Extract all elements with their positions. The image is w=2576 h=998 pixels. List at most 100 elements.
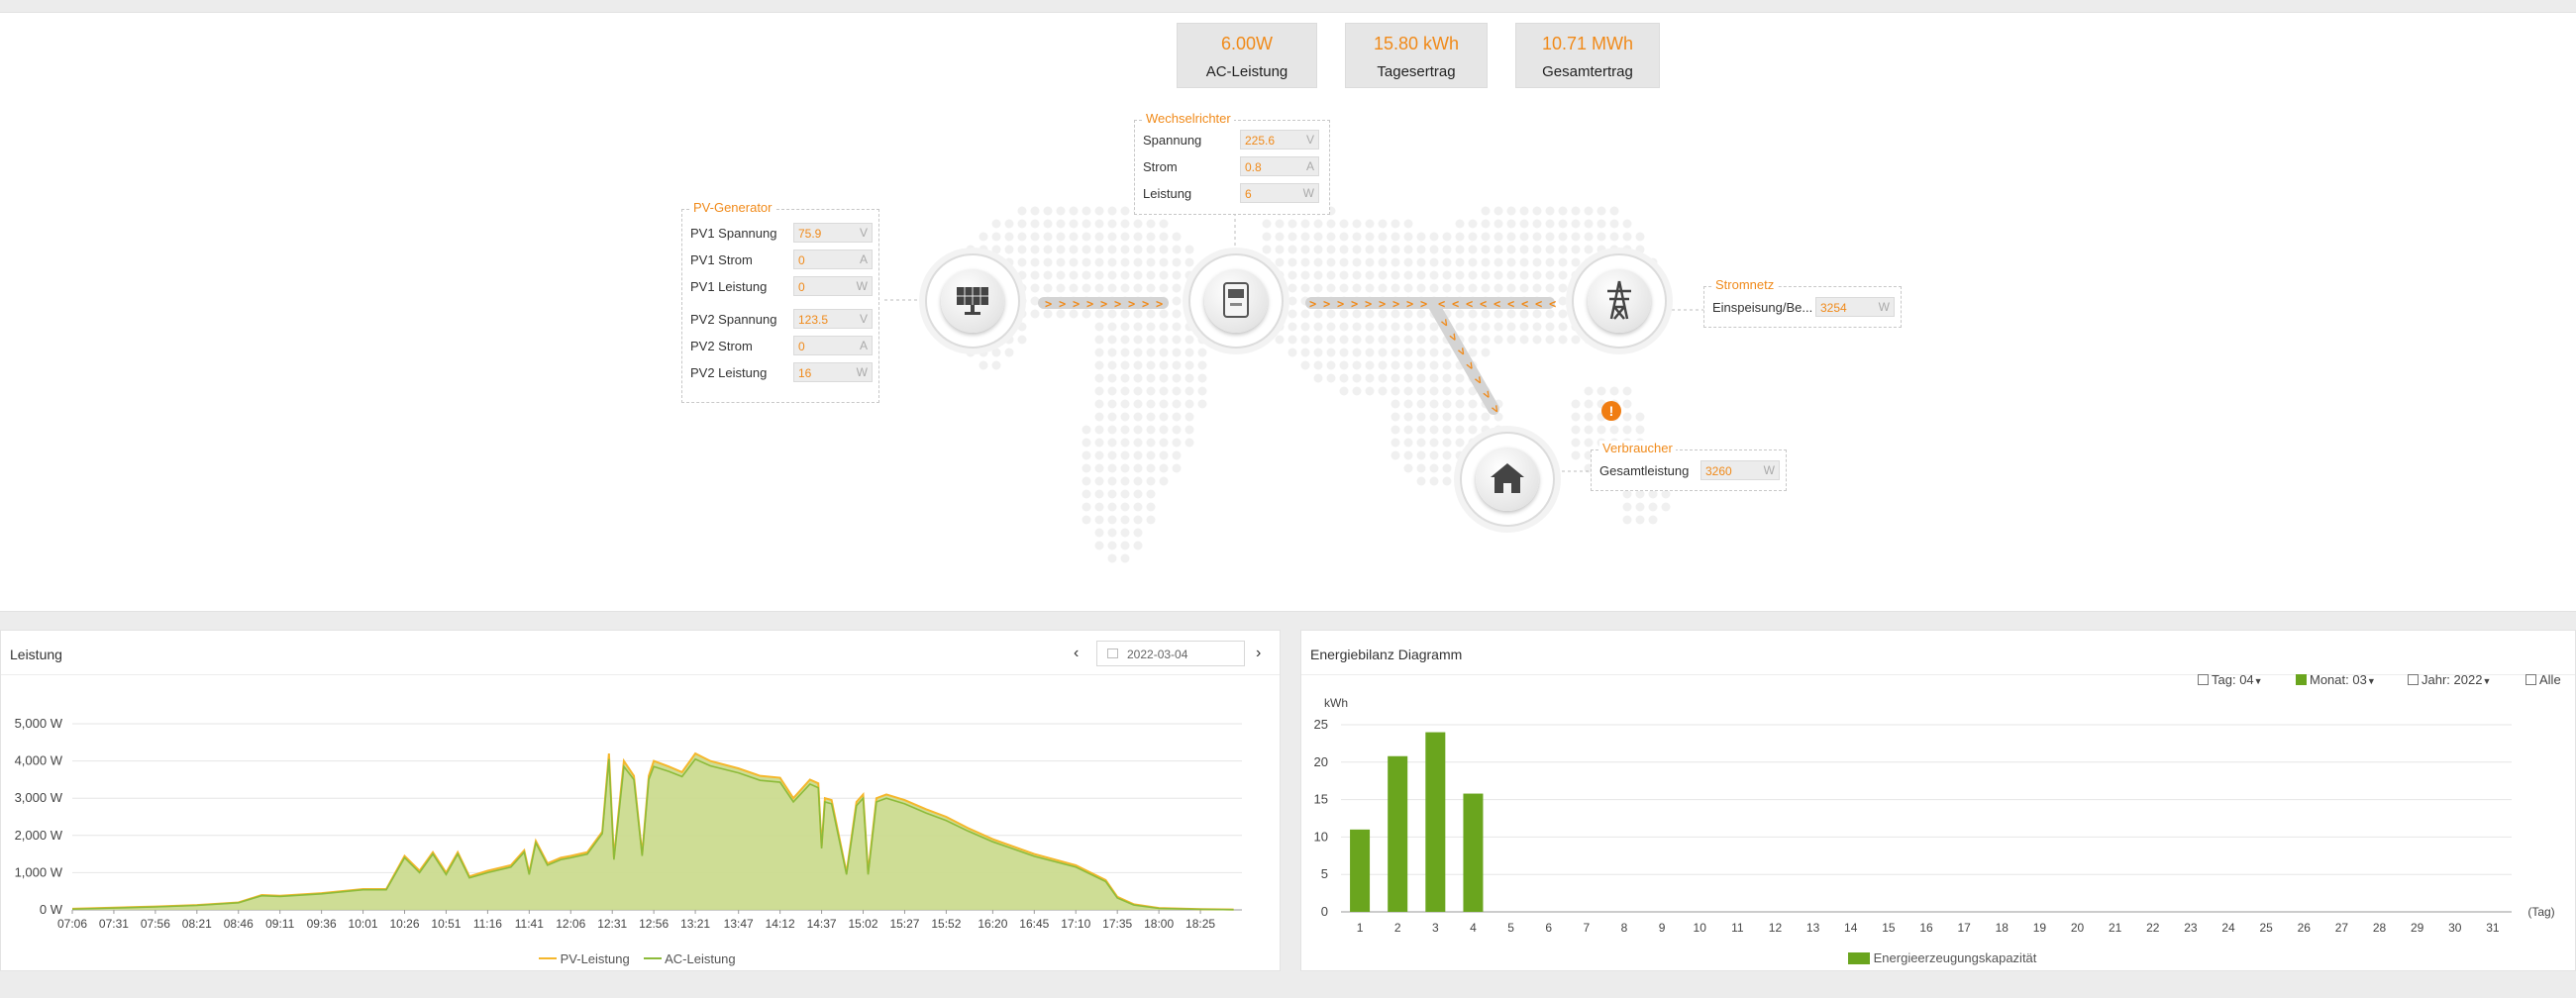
map-dot xyxy=(1146,257,1156,267)
map-dot xyxy=(1442,245,1452,254)
map-dot xyxy=(1146,425,1156,435)
map-dot xyxy=(1558,257,1568,267)
map-dot xyxy=(1622,245,1632,254)
map-dot xyxy=(1120,476,1130,486)
map-dot xyxy=(1519,219,1529,229)
map-dot xyxy=(1391,450,1400,460)
map-dot xyxy=(1429,257,1439,267)
map-dot xyxy=(1107,206,1117,216)
map-dot xyxy=(1120,322,1130,332)
map-dot xyxy=(1159,245,1169,254)
monat-control[interactable]: Monat: 03▼ xyxy=(2296,672,2376,687)
monat-select[interactable]: 03 xyxy=(2352,672,2367,687)
map-dot xyxy=(1120,270,1130,280)
grid-info: Stromnetz Einspeisung/Be... 3254 W xyxy=(1703,277,1902,328)
map-dot xyxy=(1120,348,1130,357)
map-dot xyxy=(1288,296,1297,306)
pv-generator-node[interactable] xyxy=(925,253,1020,349)
row-value: 123.5 V xyxy=(793,309,873,329)
monat-checkbox[interactable] xyxy=(2296,674,2307,685)
map-dot xyxy=(1197,386,1207,396)
jahr-checkbox[interactable] xyxy=(2408,674,2419,685)
prev-date-button[interactable]: ‹ xyxy=(1074,645,1080,661)
map-dot xyxy=(1326,257,1336,267)
alle-checkbox[interactable] xyxy=(2525,674,2536,685)
map-dot xyxy=(1017,335,1027,345)
x-tick-label: 14:12 xyxy=(766,917,795,931)
map-dot xyxy=(1133,541,1143,550)
flow-arrow: > xyxy=(1086,297,1093,311)
tag-checkbox[interactable] xyxy=(2198,674,2209,685)
map-dot xyxy=(1094,245,1104,254)
map-dot xyxy=(1558,296,1568,306)
map-dot xyxy=(1262,232,1272,242)
map-dot xyxy=(1571,450,1581,460)
y-tick-label: 2,000 W xyxy=(15,828,63,843)
map-dot xyxy=(1197,373,1207,383)
y-tick-label: 20 xyxy=(1314,754,1328,769)
map-dot xyxy=(1288,348,1297,357)
map-dot xyxy=(1133,502,1143,512)
panel-title: Leistung xyxy=(10,647,62,662)
map-dot xyxy=(1378,219,1388,229)
map-dot xyxy=(1506,335,1516,345)
map-dot xyxy=(1545,232,1555,242)
jahr-control[interactable]: Jahr: 2022▼ xyxy=(2408,672,2491,687)
x-tick-label: 10 xyxy=(1694,921,1707,935)
value-text: 6 xyxy=(1245,187,1252,201)
tag-select[interactable]: 04 xyxy=(2239,672,2254,687)
map-dot xyxy=(1442,399,1452,409)
map-dot xyxy=(1481,206,1491,216)
alle-control[interactable]: Alle xyxy=(2525,672,2561,687)
map-dot xyxy=(1043,219,1053,229)
inverter-node[interactable] xyxy=(1188,253,1284,349)
map-dot xyxy=(1481,219,1491,229)
x-tick-label: 15:27 xyxy=(889,917,919,931)
map-dot xyxy=(1481,322,1491,332)
pv-generator-title: PV-Generator xyxy=(690,200,775,215)
map-dot xyxy=(1455,450,1465,460)
map-dot xyxy=(1468,283,1478,293)
map-dot xyxy=(1133,309,1143,319)
flow-arrow: > xyxy=(1420,297,1427,311)
map-dot xyxy=(1416,463,1426,473)
map-dot xyxy=(1107,412,1117,422)
map-dot xyxy=(1094,360,1104,370)
map-dot xyxy=(1094,489,1104,499)
map-dot xyxy=(1532,270,1542,280)
map-dot xyxy=(1352,309,1362,319)
grid-node[interactable] xyxy=(1572,253,1667,349)
flow-arrow: < xyxy=(1549,297,1556,311)
map-dot xyxy=(1609,232,1619,242)
jahr-select[interactable]: 2022 xyxy=(2453,672,2483,687)
map-dot xyxy=(1609,206,1619,216)
map-dot xyxy=(1326,219,1336,229)
map-dot xyxy=(1442,386,1452,396)
map-dot xyxy=(1391,348,1400,357)
map-dot xyxy=(1391,283,1400,293)
map-dot xyxy=(1339,245,1349,254)
map-dot xyxy=(1416,373,1426,383)
map-dot xyxy=(1004,245,1014,254)
map-dot xyxy=(1442,450,1452,460)
map-dot xyxy=(1442,425,1452,435)
map-dot xyxy=(1545,283,1555,293)
map-dot xyxy=(1455,232,1465,242)
map-dot xyxy=(1635,489,1645,499)
map-dot xyxy=(1172,373,1182,383)
date-picker[interactable]: 2022-03-04 xyxy=(1096,641,1245,666)
map-dot xyxy=(1635,245,1645,254)
map-dot xyxy=(1429,399,1439,409)
consumer-node[interactable] xyxy=(1460,432,1555,527)
warning-icon[interactable]: ! xyxy=(1601,401,1621,421)
x-tick-label: 18 xyxy=(1996,921,2009,935)
legend-pv[interactable]: PV-Leistung xyxy=(560,951,630,966)
map-dot xyxy=(979,348,988,357)
next-date-button[interactable]: › xyxy=(1256,645,1262,661)
map-dot xyxy=(1597,386,1606,396)
legend-ac[interactable]: AC-Leistung xyxy=(665,951,736,966)
tag-control[interactable]: Tag: 04▼ xyxy=(2198,672,2263,687)
alle-label: Alle xyxy=(2539,672,2561,687)
map-dot xyxy=(1043,309,1053,319)
energy-legend[interactable]: Energieerzeugungskapazität xyxy=(1848,950,2036,965)
